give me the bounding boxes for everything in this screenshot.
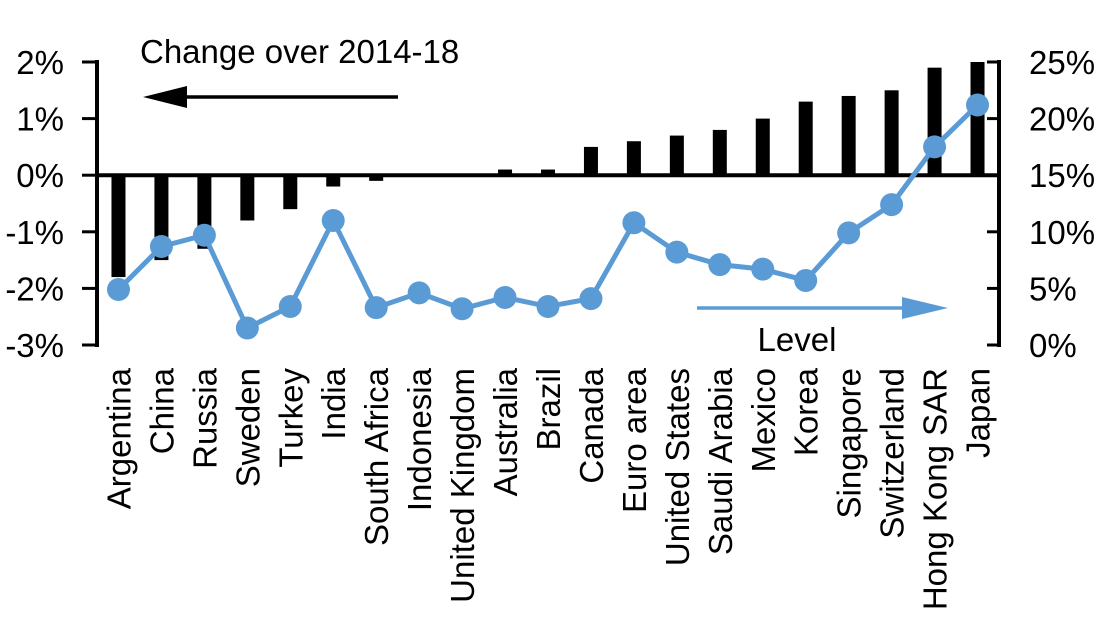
marker-australia [493, 285, 517, 309]
marker-turkey [278, 295, 302, 319]
bar-australia [498, 169, 513, 176]
bar-korea [798, 101, 813, 176]
bar-south-africa [369, 175, 384, 181]
bar-sweden [240, 175, 255, 221]
marker-russia [192, 223, 216, 247]
marker-brazil [536, 295, 560, 319]
bar-turkey [283, 175, 298, 210]
bar-series-group [111, 62, 985, 278]
marker-canada [579, 287, 603, 311]
category-label-japan: Japan [960, 368, 997, 458]
left-axis-tick-label: -1% [5, 214, 64, 251]
marker-united-kingdom [450, 297, 474, 321]
bar-singapore [841, 95, 856, 176]
left-axis-tick-label: -2% [5, 270, 64, 307]
marker-singapore [837, 221, 861, 245]
left-axis-tick-label: 2% [16, 44, 64, 81]
category-label-australia: Australia [487, 367, 524, 496]
category-label-indonesia: Indonesia [401, 367, 438, 511]
marker-japan [966, 93, 990, 117]
category-label-russia: Russia [186, 367, 223, 469]
marker-indonesia [407, 281, 431, 305]
category-label-canada: Canada [573, 367, 610, 483]
category-label-south-africa: South Africa [358, 367, 395, 546]
left-axis-tick-label: -3% [5, 327, 64, 364]
category-label-united-states: United States [659, 368, 696, 566]
marker-saudi-arabia [708, 253, 732, 277]
right-axis-arrow-icon [697, 297, 948, 319]
left-axis-tick-label: 0% [16, 157, 64, 194]
bar-mexico [755, 118, 770, 176]
bar-argentina [111, 175, 126, 278]
marker-korea [794, 268, 818, 292]
right-axis-tick-label: 0% [1029, 327, 1077, 364]
bar-brazil [541, 169, 555, 176]
left-axis-arrow-icon [143, 86, 398, 108]
bar-canada [583, 146, 598, 176]
tick-labels-group: 2% 1% 0% -1% -2% -3% 25% 20% 15% 10% 5% 0% [5, 44, 1095, 364]
bar-hong-kong-sar [927, 67, 942, 176]
category-label-korea: Korea [788, 367, 825, 456]
bar-euro-area [626, 141, 641, 176]
marker-sweden [235, 316, 259, 340]
bar-japan [970, 62, 985, 176]
marker-south-africa [364, 296, 388, 320]
right-axis-tick-label: 10% [1029, 214, 1095, 251]
bar-switzerland [884, 90, 899, 176]
category-label-hong-kong-sar: Hong Kong SAR [917, 368, 954, 610]
right-axis-tick-label: 25% [1029, 44, 1095, 81]
right-axis-tick-label: 20% [1029, 101, 1095, 138]
category-label-euro-area: Euro area [616, 367, 653, 513]
marker-switzerland [880, 193, 904, 217]
category-label-sweden: Sweden [229, 368, 266, 487]
bar-united-states [669, 135, 684, 176]
marker-mexico [751, 257, 775, 281]
category-label-saudi-arabia: Saudi Arabia [702, 367, 739, 555]
left-series-title: Change over 2014-18 [140, 33, 459, 70]
bar-saudi-arabia [712, 129, 727, 176]
category-label-mexico: Mexico [745, 368, 782, 473]
marker-euro-area [622, 211, 646, 235]
category-label-argentina: Argentina [100, 367, 137, 509]
bar-india [326, 175, 341, 187]
line-series-group [106, 93, 990, 340]
category-label-united-kingdom: United Kingdom [444, 368, 481, 603]
category-label-switzerland: Switzerland [874, 368, 911, 539]
left-axis-tick-label: 1% [16, 101, 64, 138]
category-label-india: India [315, 367, 352, 439]
marker-china [149, 235, 173, 259]
right-series-title: Level [758, 321, 837, 358]
marker-united-states [665, 240, 689, 264]
category-label-turkey: Turkey [272, 368, 309, 468]
category-label-brazil: Brazil [530, 368, 567, 451]
marker-hong-kong-sar [923, 135, 947, 159]
category-label-singapore: Singapore [831, 368, 868, 518]
right-axis-tick-label: 15% [1029, 157, 1095, 194]
axes-group [82, 60, 1001, 347]
category-labels-group: Argentina China Russia Sweden Turkey India Sou… [100, 367, 996, 610]
marker-india [321, 208, 345, 232]
category-label-china: China [143, 367, 180, 454]
marker-argentina [106, 278, 130, 302]
right-axis-tick-label: 5% [1029, 270, 1077, 307]
